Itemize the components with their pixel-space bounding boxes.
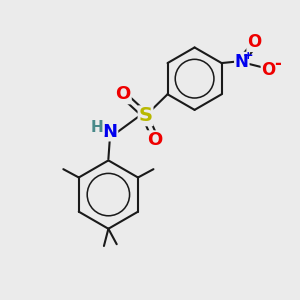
Text: O: O [116, 85, 131, 103]
Text: N: N [235, 52, 249, 70]
Text: O: O [147, 131, 162, 149]
Text: O: O [247, 33, 261, 51]
Text: +: + [243, 49, 254, 62]
Text: -: - [274, 55, 281, 73]
Text: H: H [91, 120, 104, 135]
Text: N: N [102, 123, 117, 141]
Text: S: S [139, 106, 152, 125]
Text: O: O [261, 61, 276, 80]
